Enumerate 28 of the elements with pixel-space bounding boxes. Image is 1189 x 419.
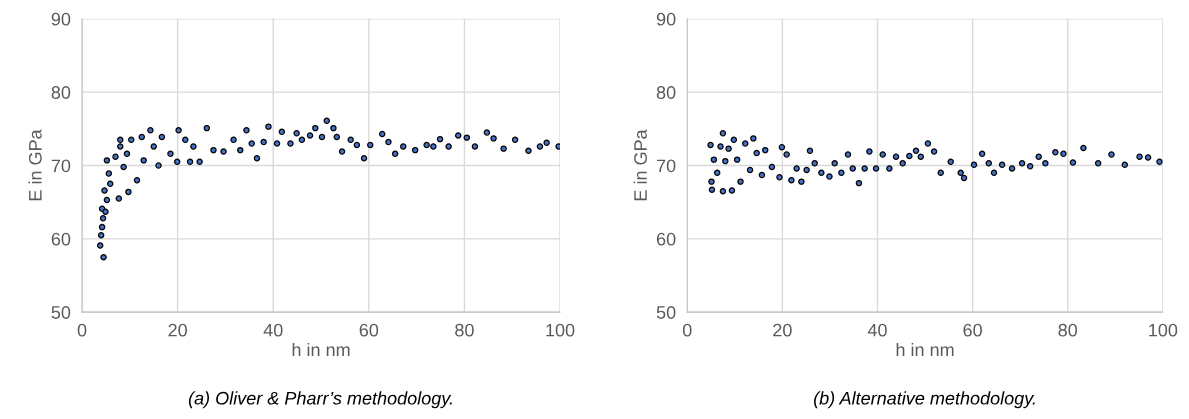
- x-tick-label: 0: [682, 323, 692, 337]
- y-tick-label: 70: [51, 159, 71, 173]
- x-tick-label: 80: [1058, 323, 1078, 337]
- x-tick-label: 60: [963, 323, 982, 337]
- y-tick-label: 80: [51, 86, 71, 99]
- y-tick-label: 60: [51, 232, 71, 246]
- y-tick-label: 80: [656, 86, 676, 99]
- y-axis-title: E in GPa: [633, 129, 647, 201]
- text: (b) Alternative methodology.: [814, 391, 1035, 409]
- y-tick-label: 50: [51, 306, 71, 319]
- x-tick-label: 40: [263, 323, 283, 337]
- x-tick-label: 20: [168, 323, 187, 337]
- y-tick-label: 70: [656, 159, 676, 173]
- y-tick-label: 90: [656, 12, 676, 26]
- y-tick-label: 50: [656, 306, 676, 319]
- x-tick-label: 60: [359, 323, 379, 337]
- x-tick-label: 40: [867, 323, 887, 337]
- text: (a) Oliver & Pharr’s methodology.: [188, 391, 452, 409]
- x-tick-label: 80: [455, 323, 474, 337]
- x-tick-label: 0: [77, 323, 87, 337]
- x-axis-title: h in nm: [896, 342, 954, 356]
- y-axis-title: E in GPa: [28, 129, 42, 201]
- x-tick-label: 100: [546, 323, 575, 337]
- x-tick-label: 20: [773, 323, 792, 337]
- x-tick-label: 100: [1149, 323, 1178, 337]
- x-axis-title: h in nm: [292, 342, 350, 356]
- y-tick-label: 60: [656, 232, 676, 246]
- y-tick-label: 90: [51, 12, 71, 26]
